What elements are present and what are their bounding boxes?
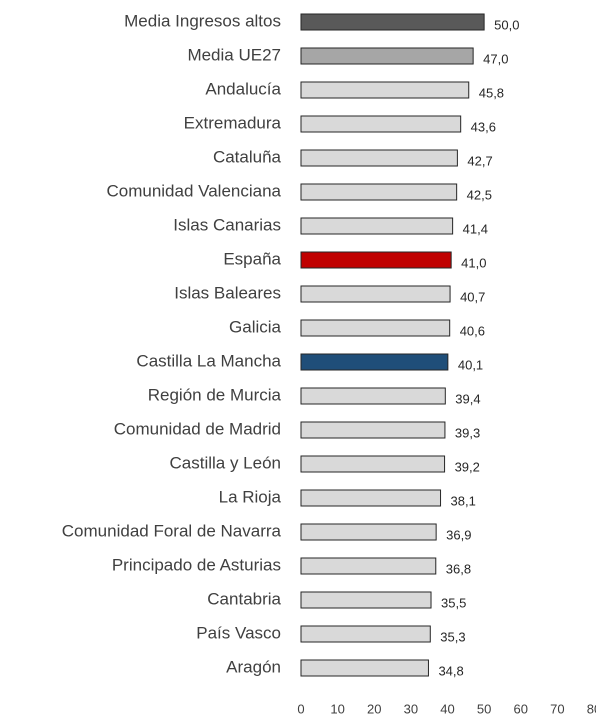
category-label: La Rioja bbox=[219, 487, 282, 506]
category-label: Islas Canarias bbox=[173, 215, 281, 234]
value-label: 39,4 bbox=[455, 391, 480, 406]
category-label: Región de Murcia bbox=[148, 385, 282, 404]
bar bbox=[300, 625, 431, 643]
category-label: Comunidad de Madrid bbox=[114, 419, 281, 438]
value-label: 40,7 bbox=[460, 289, 485, 304]
x-tick-label: 80 bbox=[587, 701, 596, 716]
category-label: Extremadura bbox=[184, 113, 282, 132]
value-label: 41,0 bbox=[461, 255, 486, 270]
x-tick-label: 70 bbox=[550, 701, 564, 716]
x-tick-label: 0 bbox=[297, 701, 304, 716]
bar bbox=[300, 285, 451, 303]
bar bbox=[300, 455, 446, 473]
value-label: 38,1 bbox=[451, 493, 476, 508]
bar bbox=[300, 591, 432, 609]
bar bbox=[300, 319, 451, 337]
category-label: Media UE27 bbox=[187, 45, 281, 64]
category-label: Comunidad Valenciana bbox=[106, 181, 281, 200]
value-label: 41,4 bbox=[463, 221, 488, 236]
value-label: 39,3 bbox=[455, 425, 480, 440]
value-label: 34,8 bbox=[438, 663, 463, 678]
bar bbox=[300, 217, 454, 235]
value-label: 35,3 bbox=[440, 629, 465, 644]
category-label: Castilla La Mancha bbox=[136, 351, 281, 370]
value-label: 43,6 bbox=[471, 119, 496, 134]
category-label: Principado de Asturias bbox=[112, 555, 281, 574]
x-tick-label: 40 bbox=[440, 701, 454, 716]
value-label: 42,5 bbox=[467, 187, 492, 202]
category-label: Castilla y León bbox=[169, 453, 281, 472]
x-tick-label: 60 bbox=[514, 701, 528, 716]
category-label: Islas Baleares bbox=[174, 283, 281, 302]
bar bbox=[300, 251, 452, 269]
category-label: País Vasco bbox=[196, 623, 281, 642]
bar bbox=[300, 115, 462, 133]
value-label: 40,1 bbox=[458, 357, 483, 372]
category-label: Cantabria bbox=[207, 589, 281, 608]
category-label: Comunidad Foral de Navarra bbox=[62, 521, 282, 540]
x-tick-label: 30 bbox=[404, 701, 418, 716]
bar bbox=[300, 421, 446, 439]
value-label: 35,5 bbox=[441, 595, 466, 610]
bar bbox=[300, 13, 485, 31]
value-label: 36,8 bbox=[446, 561, 471, 576]
category-label: Galicia bbox=[229, 317, 282, 336]
bar bbox=[300, 387, 446, 405]
bar bbox=[300, 659, 429, 677]
value-label: 42,7 bbox=[467, 153, 492, 168]
bar bbox=[300, 47, 474, 65]
bar bbox=[300, 523, 437, 541]
x-tick-label: 10 bbox=[330, 701, 344, 716]
category-label: España bbox=[223, 249, 281, 268]
bar bbox=[300, 557, 437, 575]
value-label: 50,0 bbox=[494, 17, 519, 32]
bar bbox=[300, 353, 449, 371]
bar bbox=[300, 149, 458, 167]
value-label: 40,6 bbox=[460, 323, 485, 338]
category-label: Cataluña bbox=[213, 147, 282, 166]
category-label: Aragón bbox=[226, 657, 281, 676]
value-label: 45,8 bbox=[479, 85, 504, 100]
x-tick-label: 50 bbox=[477, 701, 491, 716]
category-label: Media Ingresos altos bbox=[124, 11, 281, 30]
category-label: Andalucía bbox=[205, 79, 281, 98]
value-label: 47,0 bbox=[483, 51, 508, 66]
bar bbox=[300, 81, 470, 99]
value-label: 39,2 bbox=[455, 459, 480, 474]
x-tick-label: 20 bbox=[367, 701, 381, 716]
value-label: 36,9 bbox=[446, 527, 471, 542]
bar bbox=[300, 183, 458, 201]
bar bbox=[300, 489, 442, 507]
